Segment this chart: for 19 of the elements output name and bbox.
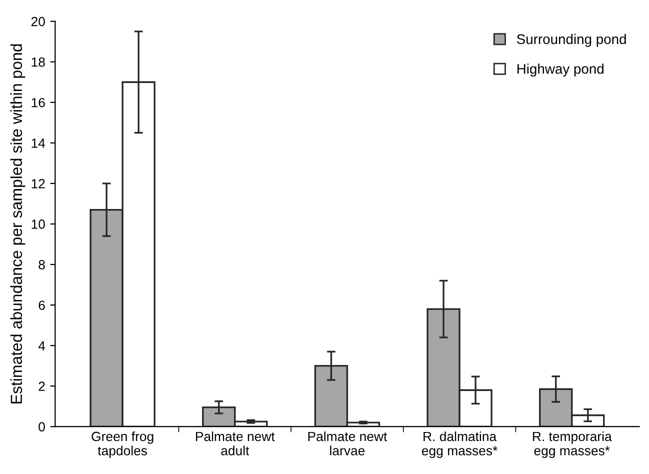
x-tick-label: Palmate newt larvae [308,431,388,456]
y-tick-label: 14 [32,138,46,148]
x-tick-label: R. temporaria egg masses* [532,431,612,458]
y-tick-label: 6 [38,300,45,310]
y-tick-label: 2 [38,382,45,391]
y-tick-label: 16 [32,98,45,108]
x-tick-label: Green frog tapdoles [92,431,154,458]
legend-label: Highway pond [517,64,604,77]
y-tick-label: 12 [32,179,45,188]
y-tick-label: 18 [32,57,45,67]
y-tick-label: 8 [38,260,45,270]
y-tick-label: 4 [38,341,46,350]
y-tick-label: 0 [38,422,45,432]
x-tick-label: R. dalmatina egg masses* [422,431,498,458]
x-tick-label: Palmate newt adult [196,431,275,456]
legend-label: Surrounding pond [516,34,626,47]
y-tick-label: 10 [32,220,45,229]
y-axis-title: Estimated abundance per sampled site within pond [10,44,26,404]
y-tick-label: 20 [31,16,45,26]
